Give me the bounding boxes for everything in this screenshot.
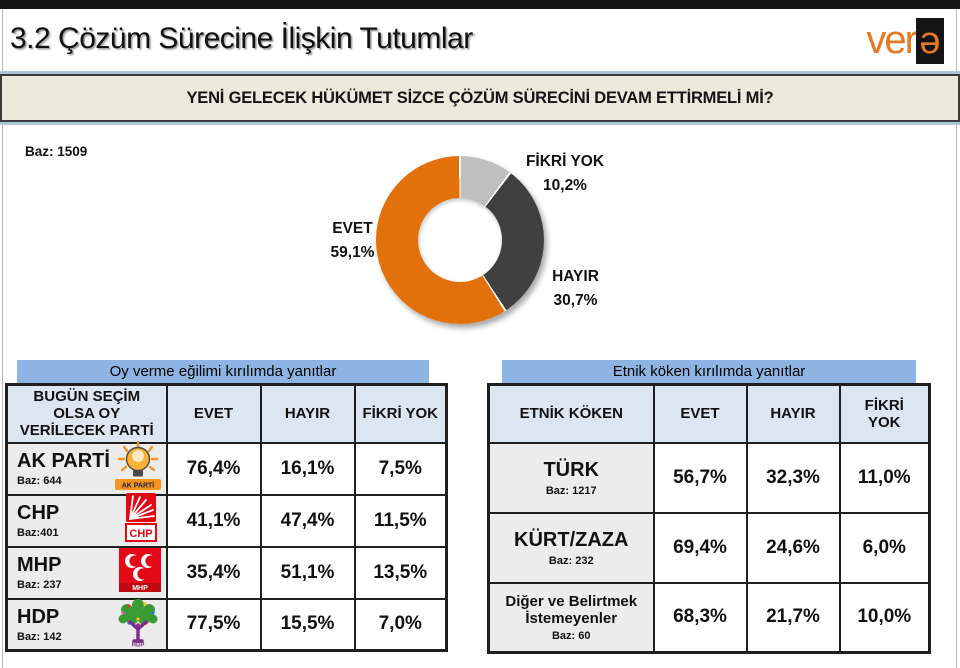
party-table-header-fikriyok: FİKRİ YOK [353, 383, 448, 444]
svg-text:AK PARTİ: AK PARTİ [121, 481, 154, 489]
party-cell-chp: CHP Baz:401 CHP [5, 492, 168, 549]
party-table-header-hayir: HAYIR [259, 383, 356, 444]
ethnicity-baz: Baz: 60 [551, 630, 591, 642]
ethnicity-name: Diğer ve Belirtmek İstemeyenler [505, 592, 638, 627]
cell-akparti-hayir: 16,1% [259, 441, 356, 496]
ethnicity-name: TÜRK [543, 458, 600, 481]
slice-label-hayir-value: 30,7% [553, 292, 598, 310]
vera-logo-schwa: ə [916, 18, 944, 64]
party-cell-hdp: HDP Baz: 142 [5, 597, 168, 652]
slice-label-evet-value: 59,1% [330, 244, 375, 262]
party-baz: Baz: 644 [17, 475, 62, 487]
party-table-header-evet: EVET [165, 383, 262, 444]
cell-hdp-evet: 77,5% [165, 597, 262, 652]
party-baz: Baz:401 [17, 527, 59, 539]
party-name: CHP [17, 502, 60, 524]
cell-turk-evet: 56,7% [652, 441, 748, 514]
slide-right-border [956, 9, 957, 668]
cell-chp-evet: 41,1% [165, 493, 262, 548]
ethnicity-table-header-evet: EVET [652, 383, 748, 444]
party-name: MHP [17, 554, 62, 576]
ethnicity-baz: Baz: 232 [548, 554, 594, 567]
cell-diger-evet: 68,3% [652, 581, 748, 654]
cell-turk-hayir: 32,3% [745, 441, 841, 514]
ethnicity-table-block: Etnik köken kırılımda yanıtlar ETNİK KÖK… [487, 360, 931, 654]
table-row-mhp: MHP Baz: 237 MHP 35,4% 51,1% [5, 545, 448, 600]
slice-label-hayir-name: HAYIR [552, 268, 599, 285]
ethnicity-table-header-row: ETNİK KÖKEN EVET HAYIR FİKRİ YOK [487, 383, 931, 444]
ethnicity-table-banner: Etnik köken kırılımda yanıtlar [502, 360, 916, 383]
ethnicity-baz: Baz: 1217 [545, 484, 597, 497]
ethnicity-table-header-hayir: HAYIR [745, 383, 841, 444]
party-baz: Baz: 142 [17, 630, 62, 643]
party-cell-akparti: AK PARTİ Baz: 644 [5, 440, 168, 497]
cell-mhp-hayir: 51,1% [259, 545, 356, 600]
chp-logo-icon: CHP [121, 492, 161, 549]
ethnicity-cell-kurtzaza: KÜRT/ZAZA Baz: 232 [487, 511, 655, 584]
svg-text:MHP: MHP [132, 585, 148, 592]
cell-diger-hayir: 21,7% [745, 581, 841, 654]
cell-mhp-evet: 35,4% [165, 545, 262, 600]
donut-chart [376, 156, 544, 324]
hdp-logo-icon: HDP [115, 595, 161, 653]
party-table-block: Oy verme eğilimi kırılımda yanıtlar BUGÜ… [5, 360, 448, 652]
mhp-logo-icon: MHP [118, 547, 161, 598]
cell-hdp-hayir: 15,5% [259, 597, 356, 652]
akparti-logo-icon: AK PARTİ [114, 440, 161, 497]
cell-chp-fikriyok: 11,5% [353, 493, 448, 548]
ethnicity-cell-diger: Diğer ve Belirtmek İstemeyenler Baz: 60 [487, 581, 655, 654]
svg-text:HDP: HDP [131, 643, 144, 648]
page-title: 3.2 Çözüm Sürecine İlişkin Tutumlar [10, 22, 473, 55]
party-cell-mhp: MHP Baz: 237 MHP [5, 545, 168, 600]
slide-left-border [2, 9, 3, 668]
cell-kurtzaza-hayir: 24,6% [745, 511, 841, 584]
cell-mhp-fikriyok: 13,5% [353, 545, 448, 600]
cell-diger-fikriyok: 10,0% [838, 581, 931, 654]
vera-logo-text: ver [866, 18, 918, 62]
ethnicity-name: KÜRT/ZAZA [514, 528, 629, 551]
party-baz: Baz: 237 [17, 579, 62, 591]
donut-hole [418, 198, 502, 282]
cell-akparti-fikriyok: 7,5% [353, 441, 448, 496]
ethnicity-table: ETNİK KÖKEN EVET HAYIR FİKRİ YOK TÜRK Ba… [487, 383, 931, 654]
svg-text:CHP: CHP [129, 528, 152, 540]
table-row-akparti: AK PARTİ Baz: 644 [5, 440, 448, 497]
table-row-turk: TÜRK Baz: 1217 56,7% 32,3% 11,0% [487, 441, 931, 514]
question-banner-wrap: YENİ GELECEK HÜKÜMET SİZCE ÇÖZÜM SÜRECİN… [0, 71, 960, 125]
slice-label-fikri-yok-value: 10,2% [543, 177, 587, 195]
cell-turk-fikriyok: 11,0% [838, 441, 931, 514]
party-table-header-party: BUGÜN SEÇİM OLSA OY VERİLECEK PARTİ [5, 383, 168, 444]
cell-kurtzaza-fikriyok: 6,0% [838, 511, 931, 584]
top-black-bar [0, 0, 960, 9]
party-name: AK PARTİ [17, 450, 110, 472]
slice-label-hayir: HAYIR 30,7% [518, 265, 633, 313]
cell-hdp-fikriyok: 7,0% [353, 597, 448, 652]
slice-label-fikri-yok-name: FİKRİ YOK [525, 153, 605, 170]
table-row-chp: CHP Baz:401 CHP [5, 492, 448, 549]
cell-chp-hayir: 47,4% [259, 493, 356, 548]
cell-akparti-evet: 76,4% [165, 441, 262, 496]
question-banner: YENİ GELECEK HÜKÜMET SİZCE ÇÖZÜM SÜRECİN… [0, 74, 960, 122]
slice-label-evet: EVET 59,1% [305, 217, 400, 265]
table-row-hdp: HDP Baz: 142 [5, 597, 448, 652]
ethnicity-table-header-fikriyok: FİKRİ YOK [838, 383, 931, 444]
slice-label-evet-name: EVET [332, 220, 373, 237]
slice-label-fikri-yok: FİKRİ YOK 10,2% [505, 150, 625, 198]
party-table: BUGÜN SEÇİM OLSA OY VERİLECEK PARTİ EVET… [5, 383, 448, 652]
ethnicity-table-header-koken: ETNİK KÖKEN [487, 383, 655, 444]
party-table-banner: Oy verme eğilimi kırılımda yanıtlar [17, 360, 429, 383]
donut-chart-region: Baz: 1509 FİKRİ YOK 10,2% EVET 59,1% HAY… [0, 127, 960, 360]
table-row-kurtzaza: KÜRT/ZAZA Baz: 232 69,4% 24,6% 6,0% [487, 511, 931, 584]
party-name: HDP [17, 605, 60, 628]
table-row-diger: Diğer ve Belirtmek İstemeyenler Baz: 60 … [487, 581, 931, 654]
cell-kurtzaza-evet: 69,4% [652, 511, 748, 584]
party-table-header-row: BUGÜN SEÇİM OLSA OY VERİLECEK PARTİ EVET… [5, 383, 448, 444]
vera-logo: ver ə [866, 18, 944, 64]
ethnicity-cell-turk: TÜRK Baz: 1217 [487, 441, 655, 514]
base-size-label: Baz: 1509 [25, 144, 88, 159]
